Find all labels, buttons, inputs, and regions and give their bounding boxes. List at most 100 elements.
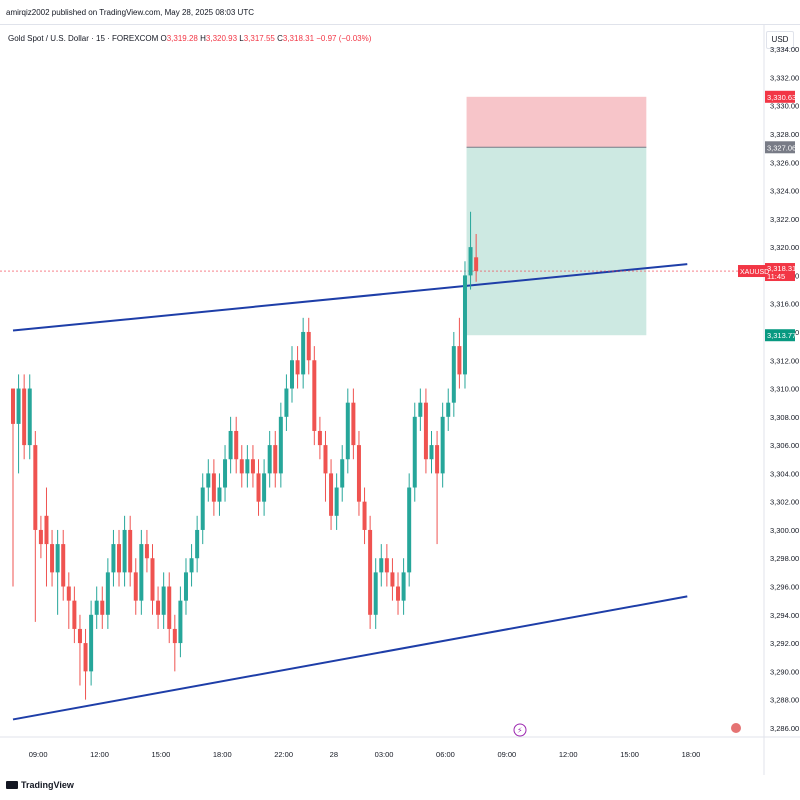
candle[interactable] — [329, 473, 334, 516]
candle[interactable] — [340, 459, 345, 488]
candle[interactable] — [418, 402, 423, 417]
candle[interactable] — [474, 257, 479, 272]
candle[interactable] — [429, 445, 434, 460]
lightning-event-icon[interactable] — [513, 723, 527, 737]
legend-symbol[interactable]: Gold Spot / U.S. Dollar · 15 · FOREXCOM — [8, 34, 159, 43]
candle[interactable] — [390, 572, 395, 587]
candle[interactable] — [27, 388, 32, 446]
candle[interactable] — [55, 544, 60, 573]
candle[interactable] — [262, 473, 267, 502]
candle[interactable] — [33, 445, 38, 530]
candle[interactable] — [301, 331, 306, 375]
legend-close: 3,318.31 — [282, 34, 315, 43]
candle[interactable] — [128, 529, 133, 573]
entry-price-tag: 3,327.06 — [767, 143, 796, 152]
candle[interactable] — [22, 388, 27, 446]
candle[interactable] — [211, 473, 216, 502]
candle[interactable] — [50, 544, 55, 573]
stop-price-tag: 3,330.63 — [767, 93, 796, 102]
candle[interactable] — [451, 346, 456, 403]
price-chart[interactable]: 3,334.00 3,332.00 3,330.00 3,328.00 3,326.00… — [0, 25, 800, 775]
chart-area[interactable]: Gold Spot / U.S. Dollar · 15 · FOREXCOM … — [0, 25, 800, 775]
candle[interactable] — [245, 459, 250, 474]
candle[interactable] — [117, 544, 122, 573]
candle[interactable] — [217, 487, 222, 502]
candle[interactable] — [94, 600, 99, 615]
candle[interactable] — [228, 430, 233, 460]
candle[interactable] — [267, 445, 272, 474]
candle[interactable] — [223, 459, 228, 488]
candle[interactable] — [105, 572, 110, 615]
candle[interactable] — [178, 600, 183, 644]
candle[interactable] — [139, 544, 144, 601]
candle[interactable] — [468, 247, 473, 276]
candle[interactable] — [317, 430, 322, 446]
candle[interactable] — [306, 331, 311, 361]
candle[interactable] — [167, 586, 172, 629]
candle[interactable] — [312, 360, 317, 431]
candle[interactable] — [150, 558, 155, 601]
candle[interactable] — [423, 402, 428, 460]
candle[interactable] — [457, 346, 462, 375]
candle[interactable] — [89, 614, 94, 672]
candle[interactable] — [278, 416, 283, 474]
candle[interactable] — [16, 388, 21, 424]
candle[interactable] — [379, 558, 384, 573]
candle[interactable] — [195, 529, 200, 559]
channel-upper-line[interactable] — [12, 263, 688, 332]
candle[interactable] — [401, 572, 406, 601]
candle[interactable] — [38, 529, 43, 545]
candle[interactable] — [83, 643, 88, 672]
candle[interactable] — [334, 487, 339, 516]
candle[interactable] — [462, 275, 467, 375]
channel-lower-line[interactable] — [12, 595, 688, 721]
candle[interactable] — [284, 388, 289, 417]
candle[interactable] — [111, 544, 116, 573]
candle[interactable] — [144, 544, 149, 559]
candle[interactable] — [412, 416, 417, 488]
candle[interactable] — [440, 416, 445, 474]
candle[interactable] — [61, 544, 66, 587]
current-price-tag: 3,318.31 — [767, 264, 796, 273]
candle[interactable] — [161, 586, 166, 615]
candle[interactable] — [295, 360, 300, 375]
candle[interactable] — [362, 501, 367, 530]
currency-button[interactable]: USD — [766, 31, 794, 49]
candle[interactable] — [200, 487, 205, 530]
candle[interactable] — [356, 445, 361, 502]
candle[interactable] — [11, 388, 15, 424]
candle[interactable] — [290, 360, 294, 389]
candle[interactable] — [273, 445, 278, 474]
candle[interactable] — [133, 572, 138, 601]
candle[interactable] — [435, 445, 440, 474]
candle[interactable] — [446, 402, 451, 417]
candle[interactable] — [351, 402, 356, 446]
candle[interactable] — [234, 430, 239, 460]
candle[interactable] — [368, 529, 373, 615]
candle[interactable] — [172, 628, 177, 644]
candle[interactable] — [44, 515, 49, 545]
candle[interactable] — [122, 529, 127, 573]
candle[interactable] — [77, 628, 82, 644]
take-profit-zone[interactable] — [466, 147, 647, 336]
candle[interactable] — [256, 473, 261, 502]
candle[interactable] — [183, 572, 188, 601]
candle[interactable] — [323, 445, 328, 474]
price-tick-label: 3,294.00 — [770, 611, 799, 620]
candle[interactable] — [396, 586, 401, 601]
candle[interactable] — [206, 473, 211, 488]
candle[interactable] — [239, 459, 244, 474]
candle[interactable] — [250, 459, 255, 474]
candle[interactable] — [72, 600, 77, 629]
candle[interactable] — [345, 402, 350, 460]
candle[interactable] — [100, 600, 105, 615]
candle[interactable] — [384, 558, 389, 573]
candle[interactable] — [189, 558, 194, 573]
candle[interactable] — [407, 487, 412, 573]
candle[interactable] — [156, 600, 161, 615]
candle[interactable] — [373, 572, 378, 615]
stop-loss-zone[interactable] — [466, 96, 647, 148]
us-flag-event-icon[interactable] — [731, 723, 741, 733]
candle[interactable] — [66, 586, 71, 601]
time-tick-label: 12:00 — [559, 750, 578, 759]
